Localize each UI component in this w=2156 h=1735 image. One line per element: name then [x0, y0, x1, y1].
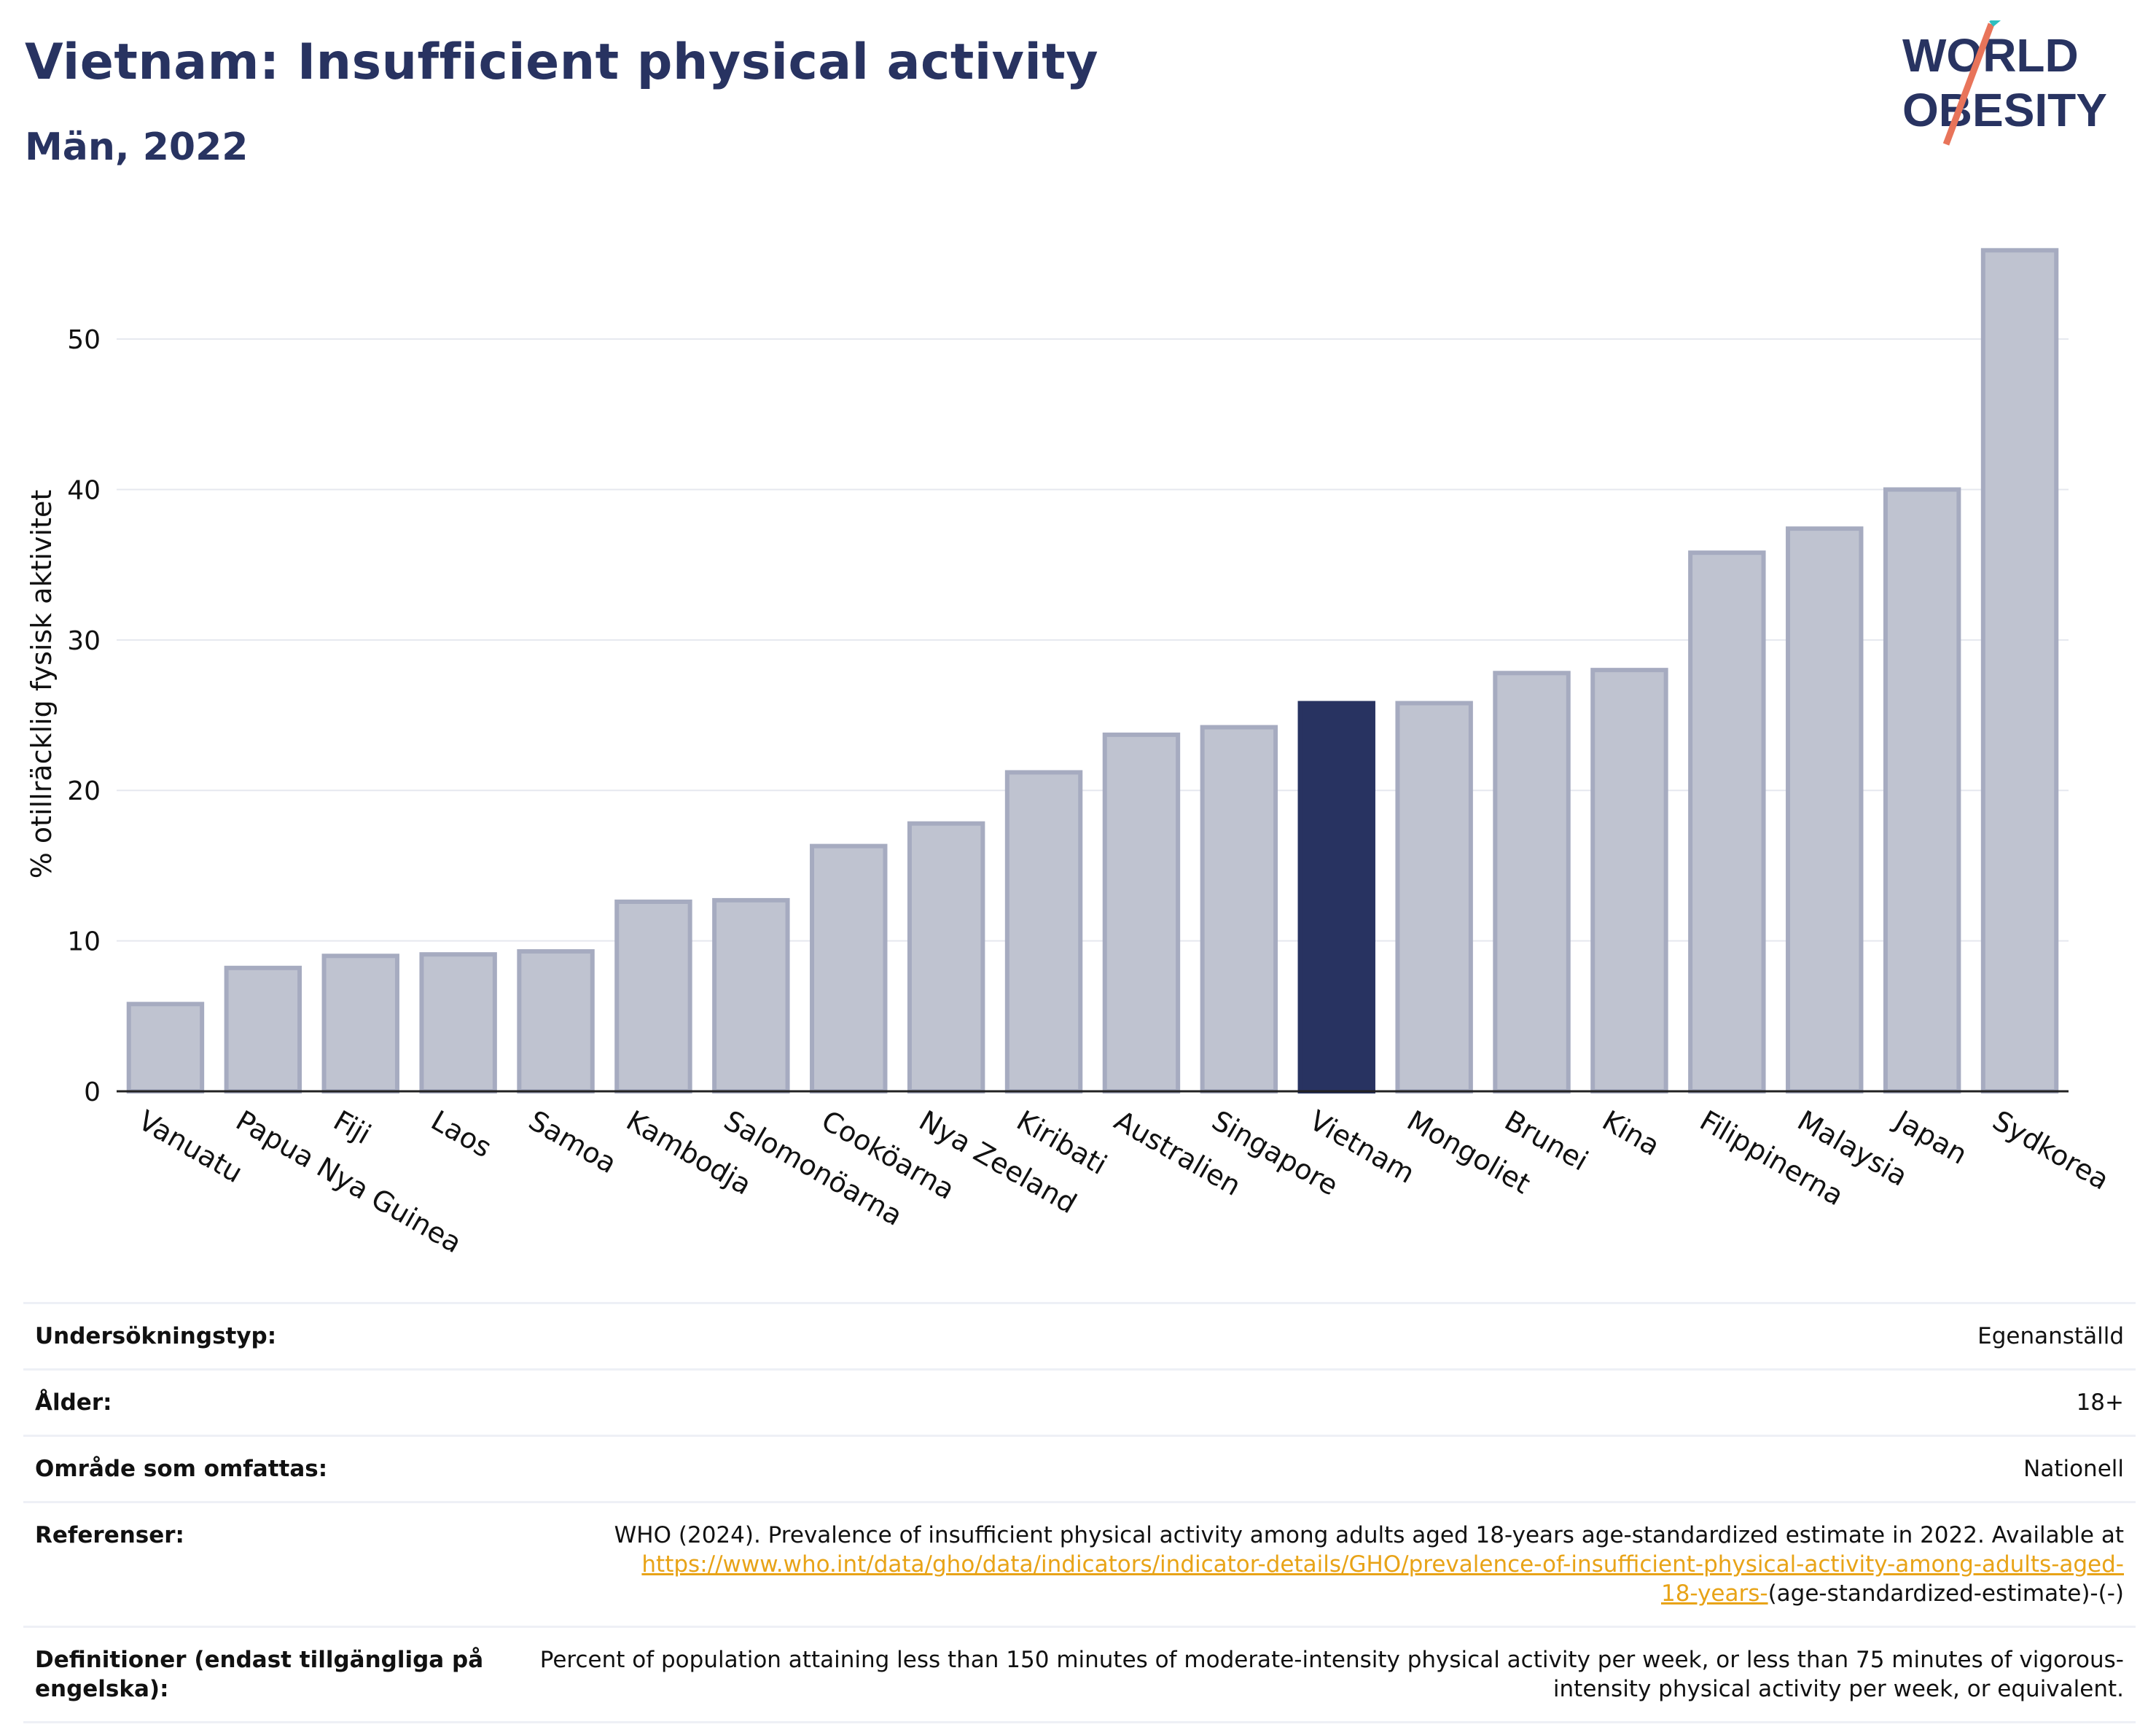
- logo-slash-teal: [1989, 20, 2001, 27]
- bars: [126, 248, 2059, 1094]
- bar-kina: [1590, 668, 1668, 1093]
- metadata-table: Undersökningstyp: Egenanställd Ålder: 18…: [23, 1302, 2136, 1723]
- logo-line1: WORLD: [1902, 29, 2079, 82]
- meta-key: Område som omfattas:: [23, 1435, 499, 1502]
- meta-row-definitions: Definitioner (endast tillgängliga på eng…: [23, 1626, 2136, 1723]
- meta-key: Ålder:: [23, 1368, 499, 1436]
- bar-singapore: [1200, 725, 1278, 1093]
- bar-papua-nya-guinea: [224, 965, 302, 1093]
- y-tick-label: 10: [67, 927, 101, 957]
- x-tick-label: Sydkorea: [1988, 1104, 2115, 1196]
- y-tick-labels: 0 10 20 30 40 50: [67, 325, 101, 1107]
- bar-samoa: [517, 949, 595, 1094]
- bar-laos: [419, 952, 497, 1093]
- bar-vietnam: [1297, 701, 1375, 1093]
- meta-value: Nationell: [499, 1435, 2136, 1502]
- page-subtitle: Män, 2022: [25, 125, 249, 169]
- page-title: Vietnam: Insufficient physical activity: [25, 34, 1099, 91]
- meta-value: Egenanställd: [499, 1302, 2136, 1370]
- y-axis-label: % otillräcklig fysisk aktivitet: [26, 490, 58, 879]
- y-tick-label: 0: [84, 1077, 101, 1107]
- logo-slash-red: [1942, 23, 1995, 146]
- meta-row-references: Referenser: WHO (2024). Prevalence of in…: [23, 1501, 2136, 1627]
- x-tick-label: Fiji: [328, 1104, 376, 1150]
- bar-mongoliet: [1395, 701, 1473, 1093]
- meta-row: Ålder: 18+: [23, 1368, 2136, 1436]
- y-tick-label: 40: [67, 475, 101, 505]
- bar-malaysia: [1786, 526, 1864, 1093]
- references-link[interactable]: https://www.who.int/data/gho/data/indica…: [641, 1551, 2124, 1578]
- meta-row: Område som omfattas: Nationell: [23, 1435, 2136, 1502]
- bar-vanuatu: [126, 1002, 205, 1094]
- grid-lines: [117, 338, 2069, 942]
- world-obesity-logo: WORLD OBESITY: [1902, 20, 2107, 146]
- references-suffix: (age-standardized-estimate)-(-): [1768, 1580, 2124, 1607]
- bar-kiribati: [1004, 770, 1083, 1093]
- x-tick-label: Samoa: [523, 1104, 622, 1180]
- y-tick-label: 30: [67, 626, 101, 656]
- bar-nya-zeeland: [907, 821, 985, 1093]
- references-link-cont[interactable]: 18-years-: [1660, 1580, 1768, 1607]
- definitions-value: Percent of population attaining less tha…: [499, 1626, 2136, 1723]
- x-tick-label: Laos: [426, 1104, 497, 1164]
- bar-salomonöarna: [712, 897, 790, 1094]
- meta-key: Undersökningstyp:: [23, 1302, 499, 1370]
- x-tick-label: Vanuatu: [133, 1104, 248, 1189]
- y-tick-label: 50: [67, 325, 101, 355]
- x-tick-label: Kina: [1597, 1104, 1665, 1163]
- bar-australien: [1102, 732, 1181, 1093]
- references-value: WHO (2024). Prevalence of insufficient p…: [499, 1501, 2136, 1627]
- meta-value: 18+: [499, 1368, 2136, 1436]
- bar-filippinerna: [1688, 550, 1766, 1093]
- meta-row: Undersökningstyp: Egenanställd: [23, 1302, 2136, 1370]
- bar-cooköarna: [810, 843, 888, 1093]
- bar-kambodja: [614, 899, 692, 1093]
- definitions-key: Definitioner (endast tillgängliga på eng…: [23, 1626, 499, 1723]
- bar-sydkorea: [1980, 248, 2059, 1094]
- bar-japan: [1883, 487, 1961, 1093]
- references-text: WHO (2024). Prevalence of insufficient p…: [614, 1522, 2124, 1548]
- logo-line2: OBESITY: [1902, 84, 2107, 136]
- bar-brunei: [1493, 671, 1571, 1093]
- references-key: Referenser:: [23, 1501, 499, 1627]
- y-tick-label: 20: [67, 776, 101, 806]
- bar-fiji: [321, 954, 399, 1094]
